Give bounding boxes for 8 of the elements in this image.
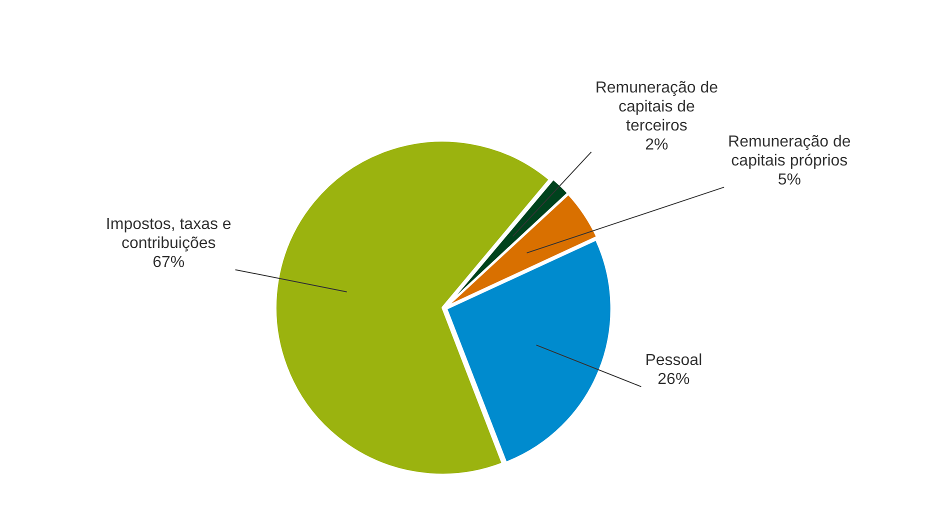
slice-label: Remuneração de capitais de terceiros: [595, 79, 718, 134]
data-label: 2%: [645, 136, 668, 154]
slice-label: Pessoal: [645, 352, 702, 370]
data-label: 26%: [658, 371, 690, 388]
data-label: 5%: [778, 172, 801, 189]
slice-label: Impostos, taxas e contribuições: [106, 216, 232, 252]
data-label: 67%: [152, 254, 185, 272]
slice-label: Remuneração de capitais próprios: [728, 134, 851, 170]
